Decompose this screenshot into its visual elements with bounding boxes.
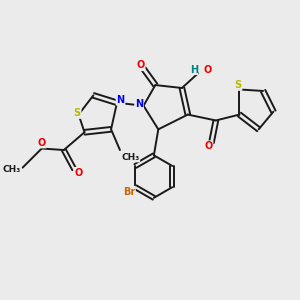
Text: CH₃: CH₃ [3,165,21,174]
Text: N: N [135,99,143,109]
Text: H: H [190,65,198,75]
Text: CH₃: CH₃ [122,153,140,162]
Text: O: O [74,168,83,178]
Text: S: S [234,80,242,90]
Text: O: O [136,60,145,70]
Text: O: O [204,141,213,151]
Text: O: O [203,65,212,75]
Text: N: N [116,95,124,105]
Text: Br: Br [123,187,135,196]
Text: S: S [74,108,81,118]
Text: O: O [38,138,46,148]
